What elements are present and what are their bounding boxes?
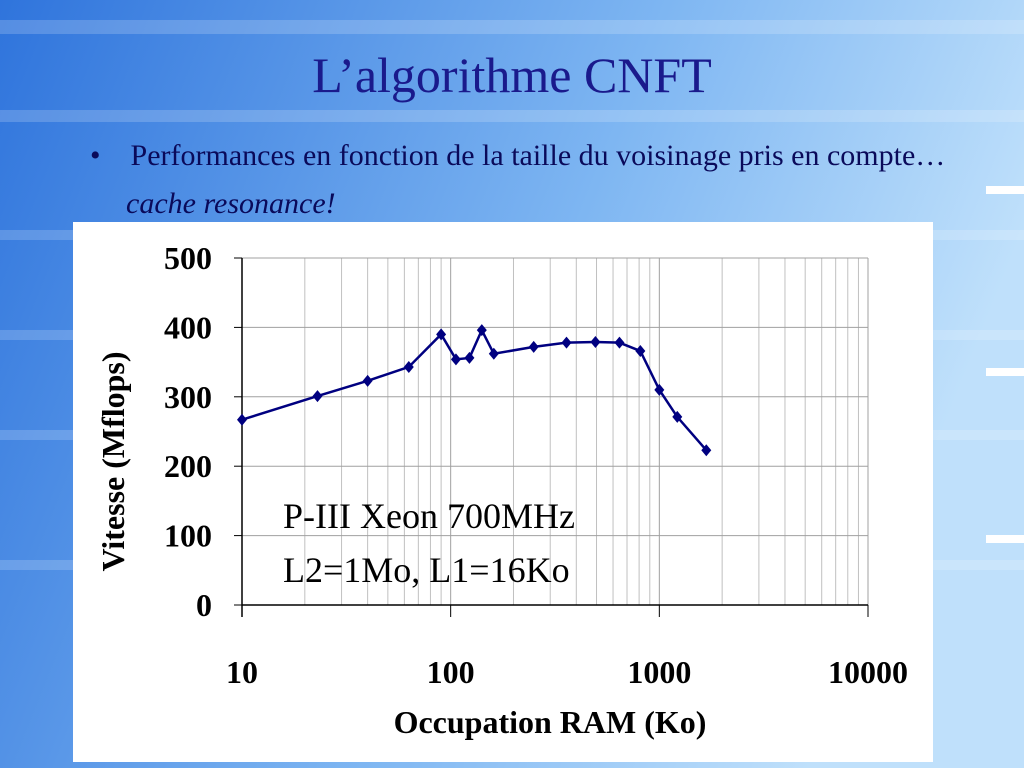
data-point	[450, 353, 461, 366]
data-point	[237, 413, 247, 426]
data-point	[312, 390, 323, 403]
x-tick-label: 10	[226, 654, 258, 690]
deco-marks	[986, 186, 1024, 543]
data-point	[362, 374, 373, 387]
slide-title: L’algorithme CNFT	[312, 47, 712, 103]
data-point	[436, 328, 447, 341]
y-tick-label: 200	[164, 448, 212, 484]
x-tick-label: 10000	[828, 654, 908, 690]
data-point	[701, 444, 712, 457]
chart-area	[73, 222, 933, 762]
data-point	[403, 360, 414, 373]
data-point	[654, 383, 665, 396]
bullet-emphasis: cache resonance!	[126, 187, 336, 220]
data-point	[672, 410, 683, 423]
data-point	[635, 344, 646, 357]
y-tick-label: 500	[164, 240, 212, 276]
data-point	[614, 336, 625, 349]
y-tick-label: 0	[196, 587, 212, 623]
bullet-text: Performances en fonction de la taille du…	[130, 139, 946, 172]
data-point	[528, 340, 539, 353]
data-point	[561, 336, 572, 349]
data-point	[590, 335, 601, 348]
y-axis-label: Vitesse (Mflops)	[95, 351, 131, 571]
data-point	[476, 324, 487, 337]
bullet: • Performances en fonction de la taille …	[90, 139, 946, 220]
annotation: L2=1Mo, L1=16Ko	[283, 550, 570, 590]
x-tick-label: 100	[427, 654, 475, 690]
y-tick-label: 300	[164, 379, 212, 415]
y-tick-label: 400	[164, 309, 212, 345]
x-tick-label: 1000	[627, 654, 691, 690]
annotation: P-III Xeon 700MHz	[283, 496, 575, 536]
x-axis-label: Occupation RAM (Ko)	[394, 704, 707, 740]
y-tick-label: 100	[164, 518, 212, 554]
data-point	[464, 351, 475, 364]
data-point	[488, 347, 499, 360]
